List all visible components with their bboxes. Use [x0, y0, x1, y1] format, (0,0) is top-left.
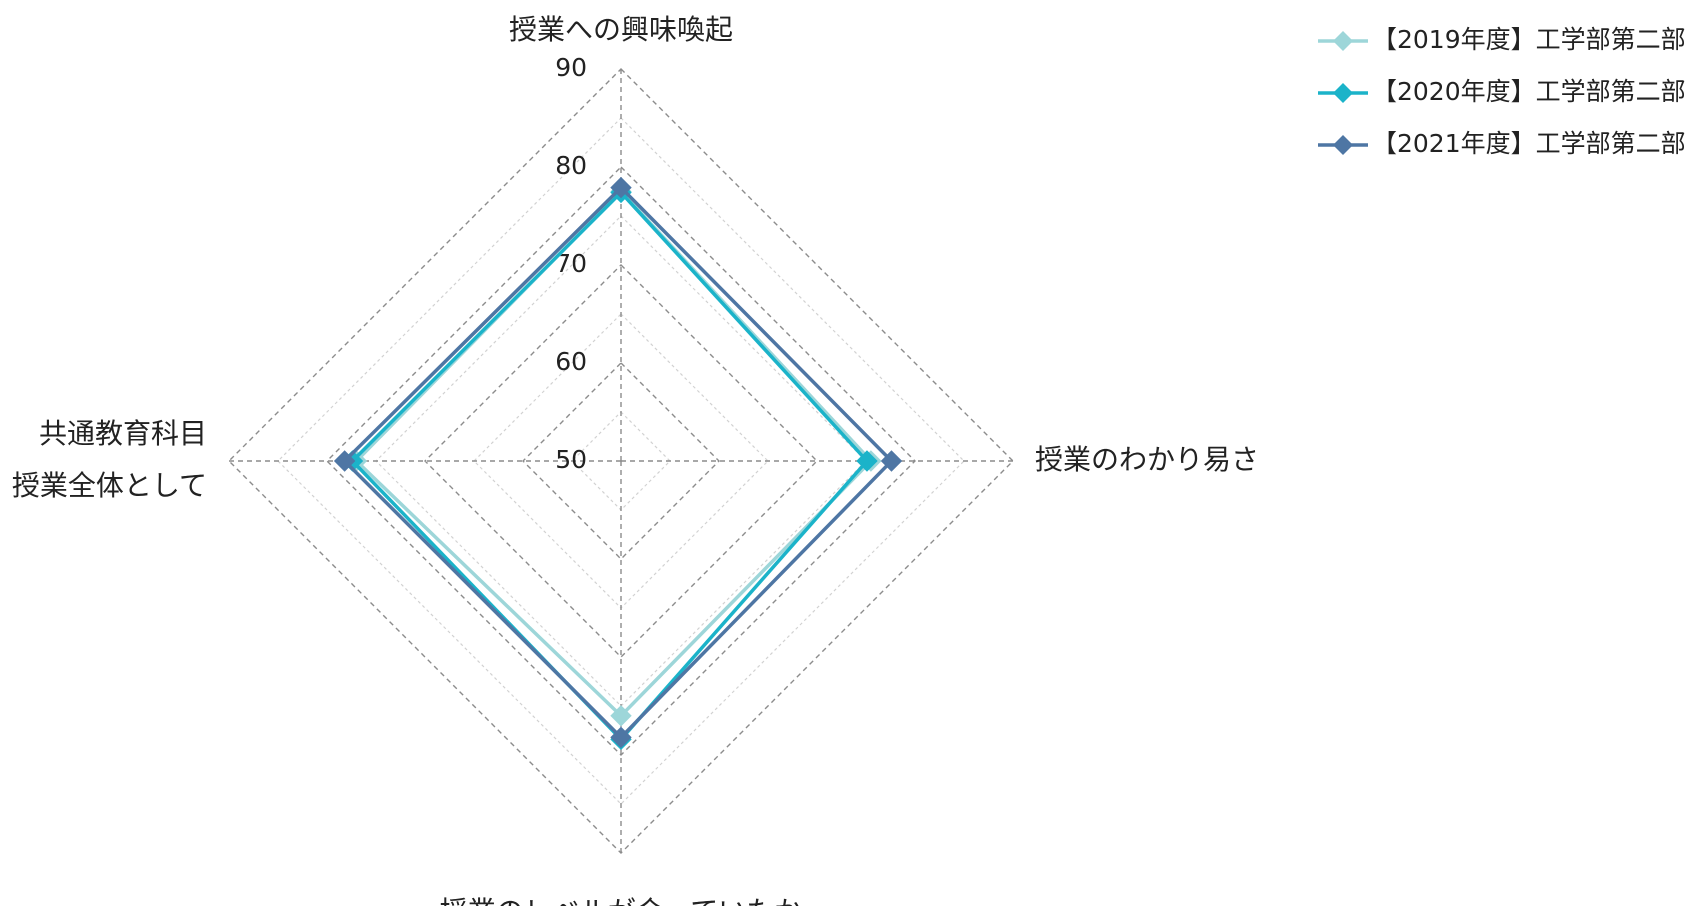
legend-label: 【2021年度】工学部第二部 [1372, 129, 1686, 158]
major-gridline [326, 166, 916, 756]
data-point-marker [610, 705, 632, 727]
axis-label: 共通教育科目 [39, 417, 207, 450]
legend-item: 【2019年度】工学部第二部 [1318, 25, 1686, 54]
data-point-marker [880, 450, 903, 472]
legend-swatch-marker [1333, 31, 1353, 51]
legend-label: 【2020年度】工学部第二部 [1372, 77, 1686, 106]
major-gridline [424, 264, 818, 658]
legend-swatch-marker [1333, 135, 1353, 155]
radial-tick-label: 80 [555, 151, 587, 180]
series-line [354, 189, 873, 718]
series-1 [345, 180, 882, 727]
legend-item: 【2020年度】工学部第二部 [1318, 77, 1686, 106]
series-group [333, 176, 903, 751]
axis-label: 授業全体として [12, 469, 207, 502]
axis-label: 授業への興味喚起 [509, 13, 733, 46]
legend-label: 【2019年度】工学部第二部 [1372, 25, 1686, 54]
axis-labels: 授業への興味喚起授業のわかり易さ授業のレベルが合っていたか 共通教育科目授業全体と… [12, 13, 1259, 906]
radial-tick-label: 90 [555, 53, 587, 82]
data-point-marker [856, 450, 878, 472]
radar-spokes [229, 69, 1013, 853]
legend-item: 【2021年度】工学部第二部 [1318, 129, 1686, 158]
major-gridline [522, 362, 720, 560]
axis-label: 授業のレベルが合っていたか [440, 895, 803, 906]
radial-tick-label: 50 [555, 445, 587, 474]
series-3 [333, 176, 903, 749]
data-point-marker [610, 726, 632, 749]
data-point-marker [333, 450, 356, 472]
minor-gridline [277, 117, 965, 805]
legend: 【2019年度】工学部第二部【2020年度】工学部第二部【2021年度】工学部第… [1318, 25, 1686, 158]
axis-label: 授業のわかり易さ [1035, 443, 1259, 476]
legend-swatch-marker [1333, 83, 1353, 103]
series-line [350, 190, 869, 742]
radial-tick-label: 60 [555, 347, 587, 376]
data-point-marker [610, 176, 632, 199]
